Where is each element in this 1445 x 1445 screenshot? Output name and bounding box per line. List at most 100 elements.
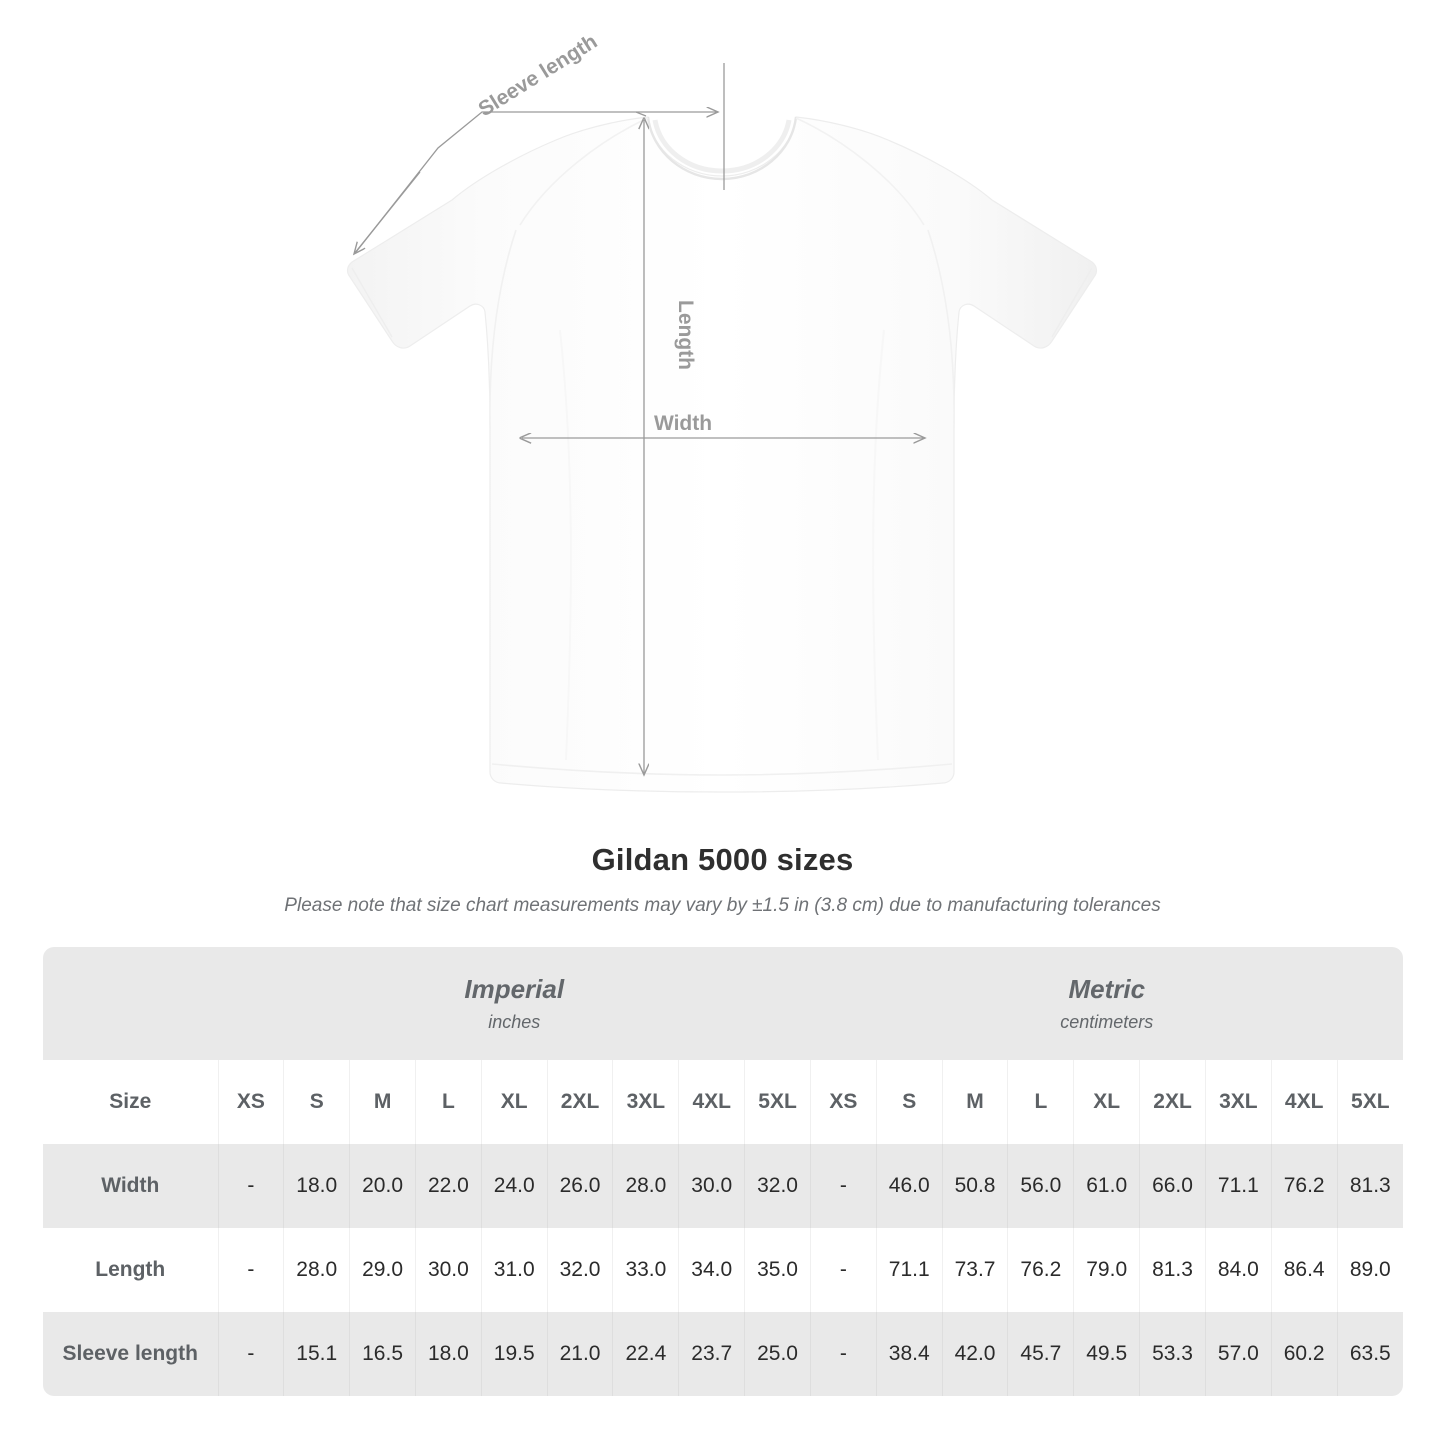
cell-sleeve-11: 42.0 xyxy=(942,1312,1009,1396)
cell-length-7: 34.0 xyxy=(678,1228,746,1312)
cell-width-14: 66.0 xyxy=(1139,1144,1206,1228)
page-title: Gildan 5000 sizes xyxy=(591,842,854,877)
cell-sleeve-15: 57.0 xyxy=(1205,1312,1272,1396)
size-header-2xl-imperial: 2XL xyxy=(547,1060,614,1144)
row-label-width: Width xyxy=(43,1144,219,1228)
tolerance-note: Please note that size chart measurements… xyxy=(284,895,1161,916)
cell-sleeve-5: 21.0 xyxy=(547,1312,614,1396)
cell-sleeve-4: 19.5 xyxy=(481,1312,548,1396)
cell-sleeve-3: 18.0 xyxy=(415,1312,482,1396)
size-header-xs-metric: XS xyxy=(810,1060,877,1144)
cell-length-10: 71.1 xyxy=(876,1228,943,1312)
table-row: Length - 28.0 29.0 30.0 31.0 32.0 33.0 3… xyxy=(43,1228,1403,1312)
cell-width-12: 56.0 xyxy=(1007,1144,1075,1228)
sleeve-length-label: Sleeve length xyxy=(474,30,601,121)
cell-width-17: 81.3 xyxy=(1337,1144,1403,1228)
size-header-m-metric: M xyxy=(942,1060,1009,1144)
cell-sleeve-12: 45.7 xyxy=(1007,1312,1075,1396)
size-header-xs-imperial: XS xyxy=(218,1060,285,1144)
unit-group-imperial-name: Imperial xyxy=(464,973,565,1004)
size-header-l-metric: L xyxy=(1007,1060,1075,1144)
length-dimension: Length xyxy=(644,120,697,775)
cell-length-14: 81.3 xyxy=(1139,1228,1206,1312)
size-header-xl-imperial: XL xyxy=(481,1060,548,1144)
size-header-l-imperial: L xyxy=(415,1060,482,1144)
size-header-5xl-metric: 5XL xyxy=(1337,1060,1403,1144)
cell-sleeve-8: 25.0 xyxy=(744,1312,811,1396)
row-label-sleeve-length: Sleeve length xyxy=(43,1312,219,1396)
cell-width-11: 50.8 xyxy=(942,1144,1009,1228)
cell-width-10: 46.0 xyxy=(876,1144,943,1228)
cell-width-2: 20.0 xyxy=(349,1144,416,1228)
cell-width-9: - xyxy=(810,1144,877,1228)
cell-length-8: 35.0 xyxy=(744,1228,811,1312)
size-table: Imperial inches Metric centimeters Size … xyxy=(43,947,1403,1396)
cell-length-15: 84.0 xyxy=(1205,1228,1272,1312)
cell-length-0: - xyxy=(218,1228,285,1312)
width-label: Width xyxy=(654,412,712,435)
cell-sleeve-13: 49.5 xyxy=(1073,1312,1141,1396)
cell-width-4: 24.0 xyxy=(481,1144,548,1228)
length-label: Length xyxy=(674,300,697,370)
cell-length-11: 73.7 xyxy=(942,1228,1009,1312)
tshirt-diagram: Sleeve length Length Width xyxy=(346,30,1098,793)
cell-length-9: - xyxy=(810,1228,877,1312)
table-row: Width - 18.0 20.0 22.0 24.0 26.0 28.0 30… xyxy=(43,1144,1403,1228)
unit-system-row: Imperial inches Metric centimeters xyxy=(43,947,1403,1060)
unit-group-metric-unit: centimeters xyxy=(1060,1011,1154,1032)
cell-sleeve-1: 15.1 xyxy=(283,1312,351,1396)
unit-group-metric-name: Metric xyxy=(1068,973,1146,1004)
size-header-s-imperial: S xyxy=(283,1060,351,1144)
cell-sleeve-7: 23.7 xyxy=(678,1312,746,1396)
width-dimension: Width xyxy=(522,412,925,438)
tshirt-illustration xyxy=(346,116,1098,793)
cell-length-6: 33.0 xyxy=(612,1228,680,1312)
size-header-3xl-metric: 3XL xyxy=(1205,1060,1272,1144)
cell-width-1: 18.0 xyxy=(283,1144,351,1228)
unit-group-metric: Metric centimeters xyxy=(810,947,1403,1060)
cell-length-16: 86.4 xyxy=(1271,1228,1338,1312)
size-header-m-imperial: M xyxy=(349,1060,416,1144)
cell-length-4: 31.0 xyxy=(481,1228,548,1312)
size-table-container: Imperial inches Metric centimeters Size … xyxy=(43,947,1403,1396)
cell-length-12: 76.2 xyxy=(1007,1228,1075,1312)
size-header-2xl-metric: 2XL xyxy=(1139,1060,1206,1144)
size-header-4xl-imperial: 4XL xyxy=(678,1060,746,1144)
cell-sleeve-14: 53.3 xyxy=(1139,1312,1206,1396)
cell-width-3: 22.0 xyxy=(415,1144,482,1228)
size-header-label: Size xyxy=(43,1060,219,1144)
size-header-4xl-metric: 4XL xyxy=(1271,1060,1338,1144)
cell-width-5: 26.0 xyxy=(547,1144,614,1228)
table-row: Sleeve length - 15.1 16.5 18.0 19.5 21.0… xyxy=(43,1312,1403,1396)
cell-width-15: 71.1 xyxy=(1205,1144,1272,1228)
cell-width-13: 61.0 xyxy=(1073,1144,1141,1228)
cell-length-13: 79.0 xyxy=(1073,1228,1141,1312)
size-header-xl-metric: XL xyxy=(1073,1060,1141,1144)
cell-sleeve-0: - xyxy=(218,1312,285,1396)
unit-group-imperial-unit: inches xyxy=(488,1011,541,1032)
cell-sleeve-16: 60.2 xyxy=(1271,1312,1338,1396)
cell-width-0: - xyxy=(218,1144,285,1228)
cell-width-7: 30.0 xyxy=(678,1144,746,1228)
cell-sleeve-6: 22.4 xyxy=(612,1312,680,1396)
row-label-length: Length xyxy=(43,1228,219,1312)
unit-group-imperial: Imperial inches xyxy=(218,947,811,1060)
cell-length-1: 28.0 xyxy=(283,1228,351,1312)
cell-length-2: 29.0 xyxy=(349,1228,416,1312)
cell-length-17: 89.0 xyxy=(1337,1228,1403,1312)
cell-length-5: 32.0 xyxy=(547,1228,614,1312)
size-header-3xl-imperial: 3XL xyxy=(612,1060,680,1144)
size-header-5xl-imperial: 5XL xyxy=(744,1060,811,1144)
cell-sleeve-10: 38.4 xyxy=(876,1312,943,1396)
cell-sleeve-17: 63.5 xyxy=(1337,1312,1403,1396)
cell-sleeve-9: - xyxy=(810,1312,877,1396)
cell-width-16: 76.2 xyxy=(1271,1144,1338,1228)
cell-length-3: 30.0 xyxy=(415,1228,482,1312)
size-header-s-metric: S xyxy=(876,1060,943,1144)
heading-block: Gildan 5000 sizes Please note that size … xyxy=(0,840,1445,918)
unit-band-spacer xyxy=(43,947,218,1060)
cell-sleeve-2: 16.5 xyxy=(349,1312,416,1396)
cell-width-8: 32.0 xyxy=(744,1144,811,1228)
size-header-row: Size XS S M L XL 2XL 3XL 4XL 5XL XS S M … xyxy=(43,1060,1403,1144)
